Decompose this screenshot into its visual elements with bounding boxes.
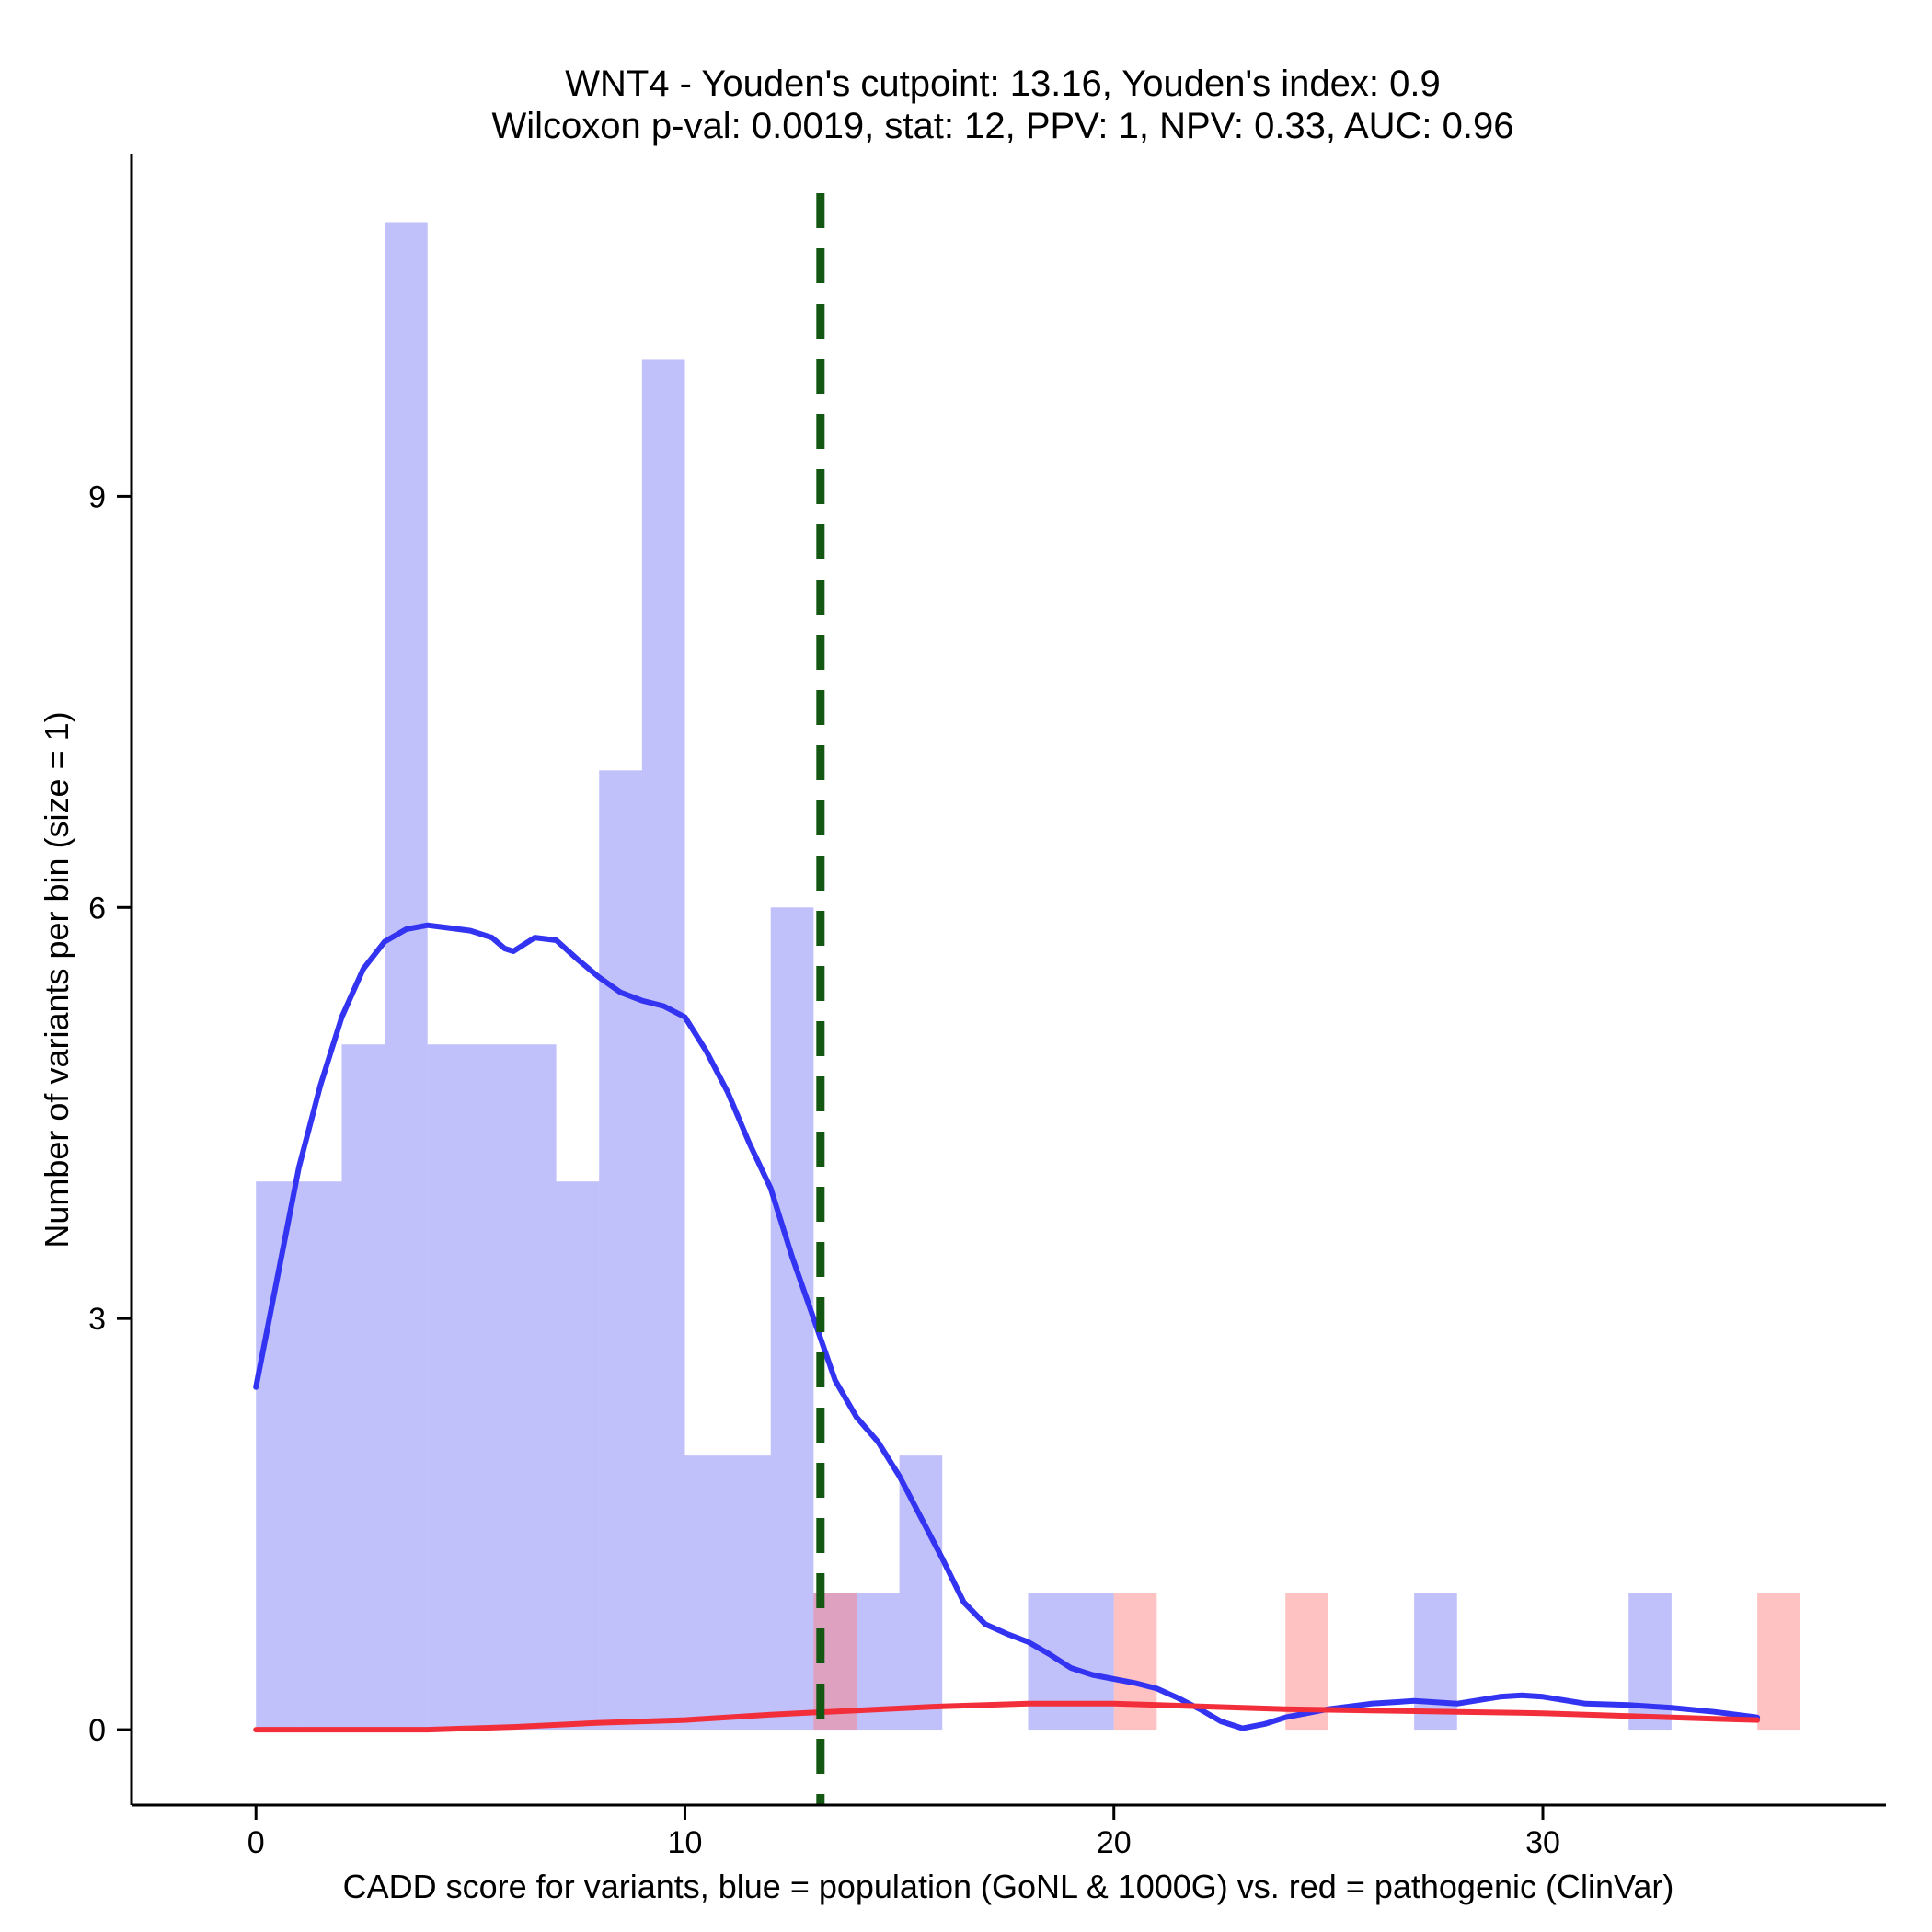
histogram-bar-series-1 bbox=[684, 1455, 729, 1731]
y-tick-label: 6 bbox=[88, 891, 106, 926]
histogram-bar-series-1 bbox=[427, 1044, 471, 1731]
histogram-bar-series-1 bbox=[470, 1044, 513, 1731]
histogram-bar-series-1 bbox=[770, 907, 814, 1731]
y-tick-label: 3 bbox=[88, 1302, 106, 1337]
histogram-bar-series-1 bbox=[298, 1181, 342, 1731]
x-tick-label: 0 bbox=[247, 1825, 265, 1860]
chart-title: WNT4 - Youden's cutpoint: 13.16, Youden'… bbox=[565, 63, 1441, 104]
histogram-bar-series-1 bbox=[385, 222, 428, 1731]
histogram-bar-series-1 bbox=[1414, 1593, 1457, 1731]
histogram-bar-series-1 bbox=[599, 770, 642, 1731]
y-axis-label: Number of variants per bin (size = 1) bbox=[38, 711, 75, 1248]
x-axis-label: CADD score for variants, blue = populati… bbox=[343, 1868, 1674, 1905]
x-tick-label: 20 bbox=[1097, 1825, 1132, 1860]
axes bbox=[130, 154, 1886, 1807]
density-line-1 bbox=[253, 922, 1761, 1731]
histogram-bar-series-1 bbox=[899, 1455, 943, 1731]
histogram-bar-series-1 bbox=[641, 359, 685, 1731]
density-lines bbox=[253, 922, 1761, 1733]
histogram-bar-series-1 bbox=[556, 1181, 600, 1731]
histogram-bar-series-2 bbox=[1113, 1593, 1157, 1731]
chart-subtitle: Wilcoxon p-val: 0.0019, stat: 12, PPV: 1… bbox=[492, 106, 1514, 146]
histogram-bar-series-1 bbox=[341, 1044, 385, 1731]
y-tick-label: 9 bbox=[88, 479, 106, 514]
histogram-bar-series-2 bbox=[1757, 1593, 1800, 1731]
histogram-bar-series-1 bbox=[512, 1044, 557, 1731]
y-tick-label: 0 bbox=[88, 1713, 106, 1748]
x-ticks: 0 10 20 30 bbox=[247, 1805, 1560, 1860]
histogram-bar-series-1 bbox=[728, 1455, 771, 1731]
y-ticks: 0 3 6 9 bbox=[88, 479, 132, 1748]
x-tick-label: 10 bbox=[668, 1825, 703, 1860]
histogram-bar-series-1 bbox=[1071, 1593, 1114, 1731]
density-line-2 bbox=[253, 1700, 1761, 1733]
x-tick-label: 30 bbox=[1525, 1825, 1560, 1860]
histogram-bars bbox=[256, 222, 1800, 1731]
